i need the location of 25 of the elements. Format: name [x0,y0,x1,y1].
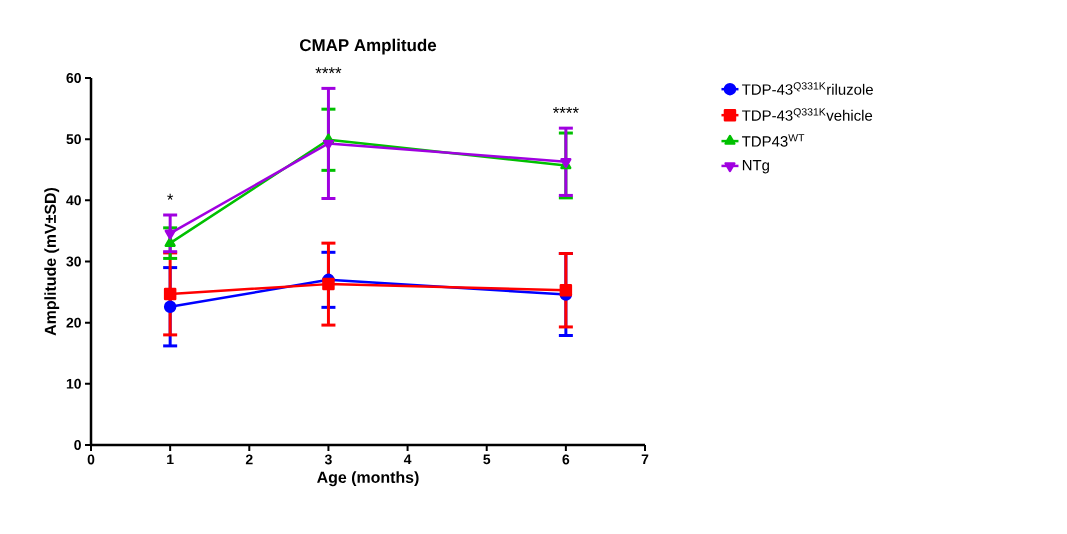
x-tick-label: 7 [641,454,649,465]
x-tick-label: 4 [403,454,412,465]
legend-label: TDP-43$^{Q331K}$vehicle [742,108,873,121]
legend-label: NTg [742,160,769,174]
y-tick-label: 50 [66,134,81,145]
y-tick-label: 40 [66,195,81,206]
x-tick-label: 0 [87,454,95,465]
legend-label: TDP43$^{WT}$ [742,134,805,147]
legend-label: TDP-43$^{Q331K}$riluzole [742,82,873,95]
x-axis-title: Age (months) [317,471,419,487]
chart-title: CMAP Amplitude [300,38,437,55]
annotation: **** [552,106,579,113]
y-tick-label: 30 [66,256,81,267]
x-tick-label: 2 [245,454,253,465]
x-tick-label: 1 [167,454,174,465]
x-tick-label: 5 [483,454,491,465]
y-tick-label: 20 [66,317,81,328]
y-tick-label: 10 [66,378,81,389]
y-axis-title: Amplitude (mV±SD) [44,187,60,336]
x-tick-label: 6 [562,454,570,465]
y-tick-label: 60 [66,73,81,83]
text: **** [315,67,342,74]
annotation: * [167,193,174,200]
y-tick-label: 0 [74,440,81,450]
x-tick-label: 3 [324,454,332,465]
